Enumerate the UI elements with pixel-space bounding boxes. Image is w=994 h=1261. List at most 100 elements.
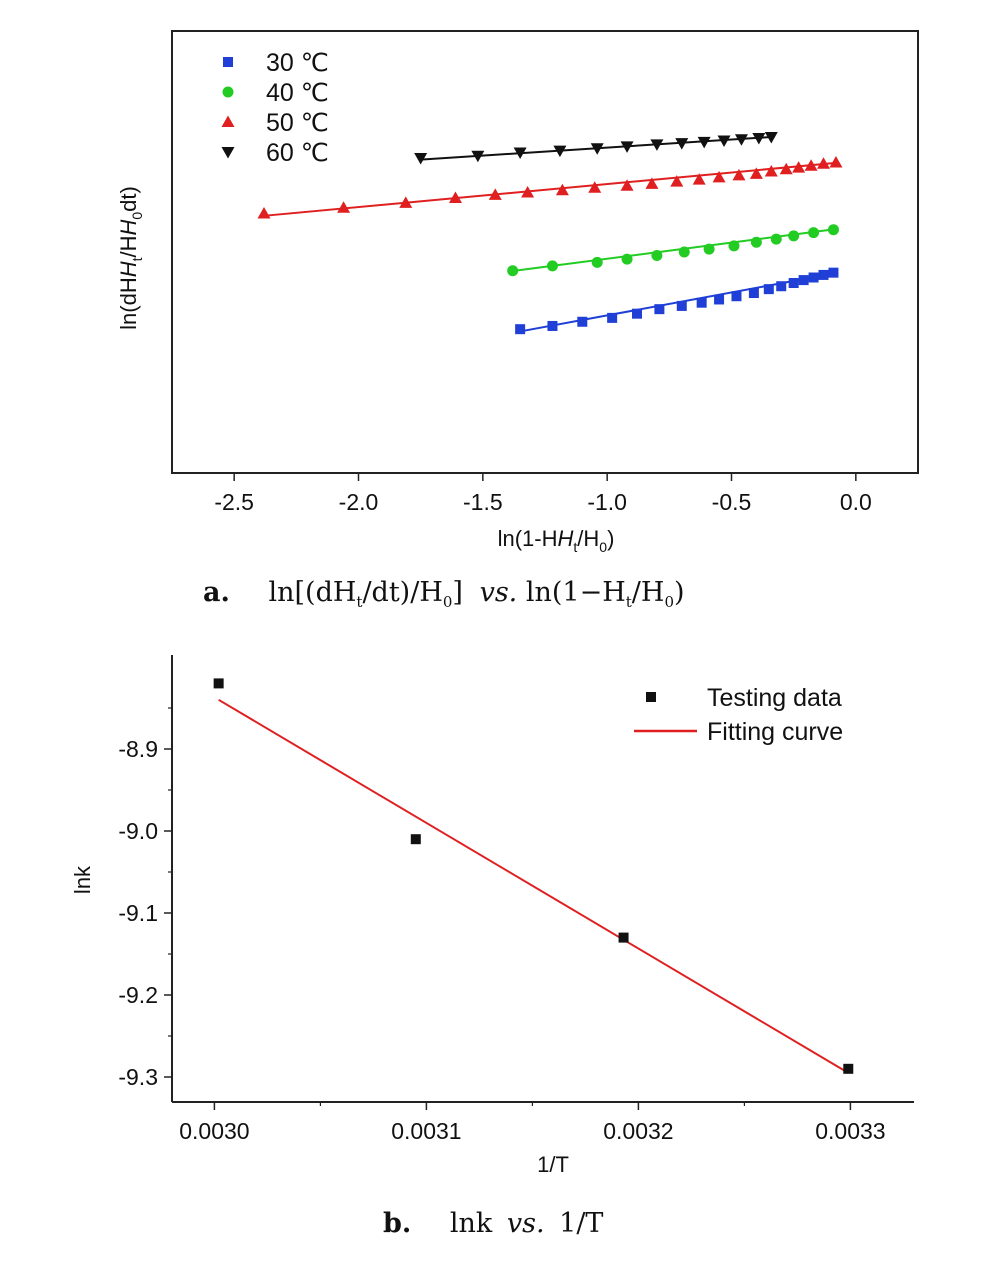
panel-a-data-point [734, 134, 748, 146]
panel-a-data-point [588, 181, 602, 193]
panel-b-fitting-curve [218, 698, 849, 1074]
panel-b-data-point [843, 1063, 854, 1074]
panel-a-data-point [792, 161, 806, 173]
panel-a-data-point [763, 284, 774, 295]
panel-b-y-tick-label: -9.2 [118, 982, 158, 1008]
panel-a-data-point [521, 186, 535, 198]
panel-a-fit-line [263, 161, 837, 217]
panel-a-data-point [675, 138, 689, 150]
panel-b-x-tick-label: 0.0031 [391, 1118, 461, 1144]
panel-a-y-axis-label: ln(dHHt/HH0dt) [116, 186, 145, 330]
panel-b-fit-line [218, 698, 849, 1074]
panel-a-data-point [654, 304, 665, 315]
panel-a-data-point [678, 246, 690, 258]
panel-b-y-tick-label: -8.9 [118, 736, 158, 762]
panel-a-data-point [808, 227, 820, 239]
panel-b-y-axis-label: lnk [70, 865, 95, 894]
panel-a-data-point [788, 277, 799, 288]
panel-a-data-point [488, 188, 502, 200]
panel-a-data-point [632, 308, 643, 319]
panel-b-data-point [618, 932, 629, 943]
panel-a-data-point [804, 159, 818, 171]
panel-a-data-point [770, 233, 782, 245]
panel-b-legend-marker [646, 692, 656, 702]
panel-a-legend-label: 40 ℃ [266, 79, 329, 107]
panel-a-data-point [788, 230, 800, 242]
panel-a-legend: 30 ℃40 ℃50 ℃60 ℃ [221, 49, 329, 167]
panel-b-legend: Testing data Fitting curve [634, 684, 843, 746]
panel-b-y-tick-label: -9.3 [118, 1064, 158, 1090]
panel-a-data-point [414, 152, 428, 165]
panel-a-data-point [591, 256, 603, 268]
panel-a-data-point [728, 240, 740, 252]
panel-b-x-axis-label: 1/T [537, 1152, 569, 1177]
panel-b-data-point [213, 678, 224, 689]
panel-b-chart: -8.9-9.0-9.1-9.2-9.3 0.0030 0.0031 0.0032 0… [70, 655, 914, 1177]
panel-a-data-point [808, 272, 819, 283]
panel-a-data-points [257, 132, 843, 335]
panel-b-legend-label: Fitting curve [707, 718, 843, 746]
panel-a-data-point [399, 196, 413, 208]
panel-a-data-point [714, 294, 725, 305]
panel-a-data-point [712, 170, 726, 183]
panel-a-data-point [607, 312, 618, 323]
panel-b-y-ticks: -8.9 -9.0 -9.1 -9.2 -9.3 [118, 707, 172, 1090]
panel-a-data-point [577, 316, 588, 327]
panel-a-data-point [676, 300, 687, 311]
panel-a-data-point [590, 143, 604, 155]
panel-a-x-tick-label: -0.5 [712, 489, 752, 515]
panel-a-legend-label: 30 ℃ [266, 49, 329, 77]
panel-a-plot-frame [171, 30, 919, 474]
panel-a-data-point [703, 243, 715, 255]
panel-a-data-point [515, 324, 526, 335]
panel-b-caption: b. lnk vs. 1/T [383, 1208, 603, 1239]
panel-a-data-point [620, 179, 634, 191]
panel-a-data-point [546, 260, 558, 272]
panel-a-x-ticks: -2.5 -2.0 -1.5 -1.0 -0.5 0.0 [214, 473, 872, 515]
panel-a-x-axis-label: ln(1-HHt/H0) [498, 526, 615, 555]
panel-a-legend-marker [223, 57, 233, 67]
panel-a-data-point [731, 291, 742, 302]
panel-a-legend-marker [221, 115, 235, 127]
panel-a-data-point [553, 145, 567, 158]
panel-a-data-point [798, 275, 809, 286]
panel-b-data-points [213, 678, 854, 1074]
panel-a-data-point [621, 253, 633, 265]
panel-a-data-point [828, 267, 839, 278]
panel-a-legend-label: 60 ℃ [266, 139, 329, 167]
panel-a-data-point [670, 175, 684, 187]
panel-a-legend-marker [222, 86, 234, 98]
panel-a-x-tick-label: -1.5 [463, 489, 503, 515]
panel-a-data-point [257, 207, 271, 219]
panel-a-data-point [817, 157, 831, 169]
panel-a-x-tick-label: -2.0 [339, 489, 379, 515]
panel-a-data-point [764, 132, 778, 144]
panel-a-data-point [448, 191, 462, 204]
panel-a-data-point [645, 177, 659, 189]
panel-a-data-point [764, 165, 778, 177]
panel-a-data-point [337, 201, 351, 213]
panel-a-data-point [717, 135, 731, 148]
panel-a-caption: a. ln[(dHt/dt)/H0] vs. ln(1−Ht/H0) [203, 577, 685, 611]
panel-a-data-point [650, 139, 664, 151]
panel-a-data-point [471, 150, 485, 163]
panel-b-x-tick-label: 0.0032 [603, 1118, 673, 1144]
panel-a-data-point [818, 269, 829, 280]
panel-a-data-point [547, 320, 558, 331]
panel-a-x-tick-label: -1.0 [587, 489, 627, 515]
panel-a-data-point [829, 156, 843, 168]
panel-a-data-point [697, 136, 711, 149]
panel-a-data-point [692, 173, 706, 185]
panel-a-chart: -2.5 -2.0 -1.5 -1.0 -0.5 0.0 30 ℃40 ℃50 ℃60 ℃… [116, 30, 919, 555]
panel-a-data-point [779, 162, 793, 175]
panel-a-data-point [752, 132, 766, 145]
panel-b-legend-label: Testing data [707, 684, 842, 712]
panel-a-data-point [507, 265, 519, 277]
panel-a-legend-label: 50 ℃ [266, 109, 329, 137]
panel-a-data-point [696, 297, 707, 308]
panel-a-data-point [620, 141, 634, 153]
panel-a-data-point [827, 224, 839, 236]
panel-b-x-ticks: 0.0030 0.0031 0.0032 0.0033 [179, 1102, 886, 1144]
panel-a-x-tick-label: -2.5 [214, 489, 254, 515]
